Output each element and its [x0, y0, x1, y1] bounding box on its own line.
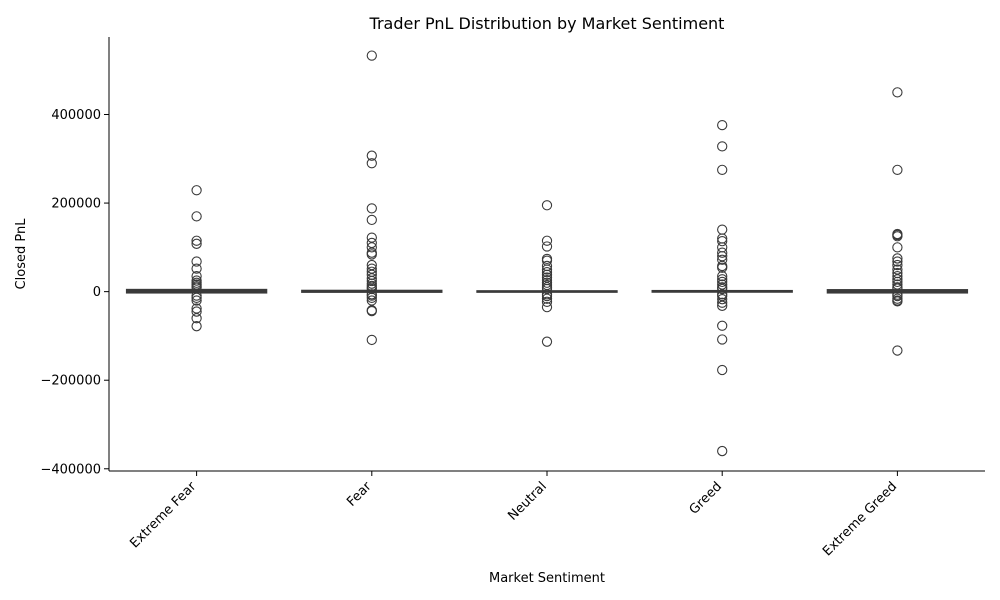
outlier-point: [717, 141, 728, 152]
outlier-point: [366, 334, 377, 346]
x-tick-label: Extreme Greed: [820, 479, 900, 559]
outlier-point: [892, 256, 903, 267]
outlier-point: [717, 320, 728, 331]
outlier-point: [717, 297, 728, 308]
x-tick-label: Extreme Fear: [127, 479, 200, 552]
outlier-point: [717, 270, 728, 282]
outlier-point: [717, 262, 728, 273]
y-tick-label: 200000: [51, 197, 101, 212]
outlier-point: [191, 282, 202, 293]
outlier-point: [541, 293, 553, 304]
box-group: [651, 119, 793, 457]
outlier-point: [892, 242, 903, 253]
outlier-point: [892, 164, 903, 176]
box-group: [125, 185, 268, 332]
outlier-point: [892, 259, 903, 271]
outlier-point: [541, 269, 553, 280]
box-group: [826, 87, 969, 356]
outlier-point: [191, 235, 202, 246]
outlier-point: [717, 294, 728, 305]
outlier-point: [191, 263, 202, 274]
x-tick-label: Neutral: [505, 479, 550, 524]
outlier-point: [366, 249, 377, 260]
outlier-point: [717, 242, 728, 253]
outlier-point: [191, 185, 202, 196]
outlier-point: [541, 290, 553, 302]
outlier-point: [892, 296, 903, 307]
outlier-point: [191, 270, 202, 282]
outlier-point: [541, 336, 553, 347]
outlier-point: [541, 264, 553, 275]
outlier-point: [366, 275, 377, 287]
outlier-point: [717, 276, 728, 288]
outlier-point: [892, 279, 903, 290]
y-tick-label: −400000: [40, 462, 101, 477]
outlier-point: [366, 214, 377, 226]
outlier-point: [717, 445, 728, 457]
outlier-point: [892, 283, 903, 294]
x-axis: Extreme Fear Fear Neutral Greed Extreme Gree…: [127, 471, 900, 559]
y-axis-label: Closed PnL: [14, 218, 29, 290]
outlier-point: [191, 321, 202, 332]
outlier-point: [191, 211, 202, 222]
outlier-point: [366, 150, 377, 161]
outlier-point: [892, 87, 903, 98]
outlier-point: [191, 292, 202, 303]
y-tick-label: 0: [93, 285, 101, 300]
outlier-point: [717, 364, 728, 376]
outlier-point: [717, 224, 728, 235]
x-tick-label: Greed: [687, 479, 725, 517]
outlier-point: [366, 232, 377, 243]
box-group: [476, 200, 618, 347]
outlier-point: [541, 267, 553, 278]
outlier-point: [717, 164, 728, 176]
outlier-point: [366, 242, 377, 253]
outlier-point: [366, 50, 377, 61]
x-tick-label: Fear: [344, 479, 375, 510]
outlier-point: [717, 334, 728, 345]
outlier-point: [191, 295, 202, 306]
outlier-point: [366, 305, 377, 317]
outlier-point: [717, 300, 728, 311]
outlier-point: [191, 306, 202, 317]
outlier-point: [541, 296, 553, 307]
outlier-point: [892, 231, 903, 242]
outlier-point: [366, 203, 377, 214]
outlier-point: [191, 313, 202, 324]
outlier-point: [892, 345, 903, 356]
outlier-point: [717, 283, 728, 295]
y-tick-label: 400000: [51, 108, 101, 123]
outlier-point: [541, 200, 553, 211]
y-tick-label: −200000: [40, 374, 101, 389]
outlier-point: [541, 301, 553, 313]
outlier-point: [892, 290, 903, 302]
outlier-point: [717, 254, 728, 265]
outlier-point: [892, 276, 903, 288]
outlier-point: [191, 256, 202, 267]
x-axis-label: Market Sentiment: [489, 571, 605, 586]
outlier-point: [892, 270, 903, 282]
outlier-point: [541, 235, 553, 246]
outlier-point: [366, 158, 377, 169]
outlier-point: [717, 119, 728, 131]
outlier-point: [541, 241, 553, 252]
outlier-point: [366, 292, 377, 303]
outlier-point: [717, 247, 728, 258]
box-group: [301, 50, 443, 346]
y-axis: −400000 −200000 0 200000 400000: [40, 108, 109, 477]
outlier-point: [191, 238, 202, 249]
outlier-point: [892, 253, 903, 264]
chart-title: Trader PnL Distribution by Market Sentim…: [369, 14, 725, 33]
outlier-point: [717, 236, 728, 247]
plot-area: [125, 50, 969, 457]
